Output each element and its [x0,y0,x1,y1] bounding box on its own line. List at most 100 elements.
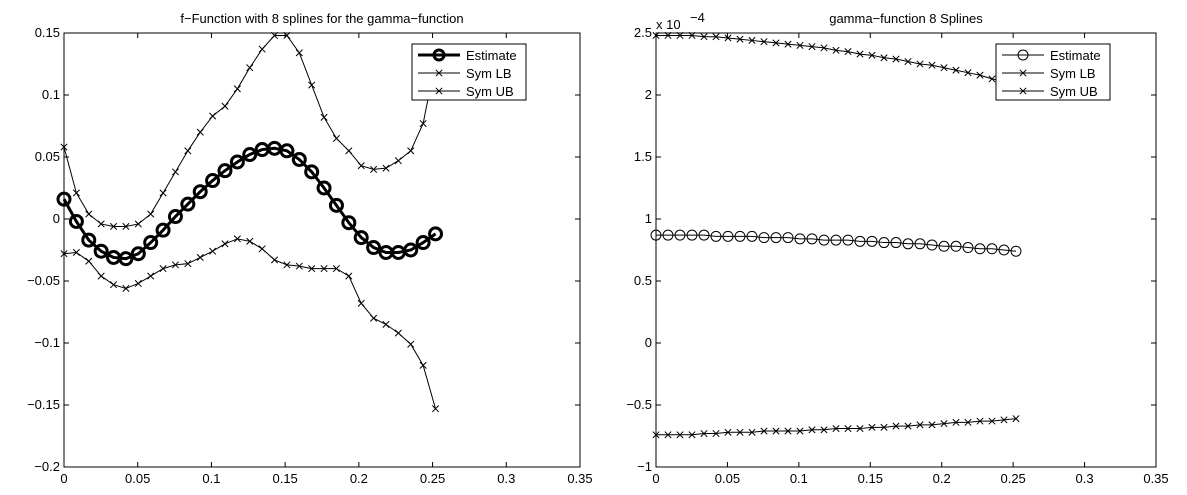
data-point [304,164,320,180]
legend-marker [435,69,443,77]
data-point [308,265,316,273]
data-point [246,237,254,245]
x-tick-label: 0.15 [272,471,297,486]
right-chart: gamma−function 8 Splines 0 0.05 0.1 0.15 0.2… [626,10,1168,486]
data-point [184,260,192,268]
data-point [794,233,806,245]
data-point [976,71,984,79]
x-tick-label: 0.25 [420,471,445,486]
data-point [328,197,344,213]
data-point [431,405,440,413]
data-point [688,31,696,40]
plot-area [655,32,1157,468]
series-line [62,146,437,261]
data-point [892,55,900,63]
data-point [724,428,732,436]
y-tick-label: 0.05 [35,149,60,164]
data-point [109,281,118,289]
legend-label: Sym LB [1050,66,1096,81]
data-point [291,151,307,167]
data-point [72,189,80,197]
legend-marker [432,48,446,62]
data-point [353,230,369,246]
data-point [394,157,402,165]
data-point [664,31,672,40]
data-point [844,48,852,56]
x-tick-label: 0.05 [125,471,150,486]
data-point [320,265,328,273]
data-point [878,237,890,249]
data-point [904,422,912,430]
series-line [656,34,1017,86]
data-point [962,242,974,254]
data-point [928,421,936,429]
data-point [209,112,217,120]
data-point [155,222,171,238]
data-point [209,247,217,255]
data-point [988,75,996,83]
data-point [652,431,660,439]
data-point [952,66,960,74]
legend-marker [1017,49,1029,61]
data-point [258,45,266,53]
data-point [184,147,192,155]
data-point [419,119,427,128]
data-point [403,242,419,258]
data-point [60,143,68,151]
data-point [93,243,109,259]
data-point [676,431,684,439]
data-point [760,427,768,435]
legend-marker [1019,87,1027,95]
x-tick-label: 0.05 [715,471,740,486]
y-tick-label: −1 [637,459,652,474]
data-point [370,314,378,322]
data-point [366,240,382,256]
data-point [122,222,130,230]
data-point [916,60,924,68]
data-point [159,265,167,273]
plot-area [63,32,581,468]
data-point [808,426,816,434]
data-point [85,210,93,218]
data-point [914,238,926,250]
x-tick-label: 0.2 [350,471,368,486]
data-point [283,31,291,40]
series-line [63,34,437,227]
series-line [656,418,1017,436]
y-tick-label: 0.1 [42,87,60,102]
data-point [782,232,794,244]
data-point [97,220,105,228]
data-point [85,257,93,265]
data-point [130,246,146,262]
data-point [221,240,229,248]
legend-label: Sym LB [466,66,512,81]
data-point [772,427,780,435]
data-point [1010,245,1022,257]
data-point [233,85,241,93]
data-point [854,235,866,247]
x-tick-label: 0.1 [202,471,220,486]
data-point [868,423,876,431]
data-point [686,229,698,241]
series-line [63,238,437,409]
data-point [868,51,876,59]
data-point [97,272,105,280]
data-point [712,33,720,41]
x-tick-label: 0.1 [790,471,808,486]
data-point [880,423,888,431]
data-point [892,422,900,430]
data-point [926,239,938,251]
data-point [341,215,357,231]
series-line [656,234,1017,252]
data-point [407,340,415,348]
data-point [964,69,972,77]
y-tick-label: −0.15 [27,397,60,412]
data-point [820,426,828,434]
data-point [902,238,914,250]
data-point [332,265,341,273]
data-point [770,232,782,244]
data-point [233,235,241,243]
data-point [866,235,878,247]
data-point [159,189,167,197]
